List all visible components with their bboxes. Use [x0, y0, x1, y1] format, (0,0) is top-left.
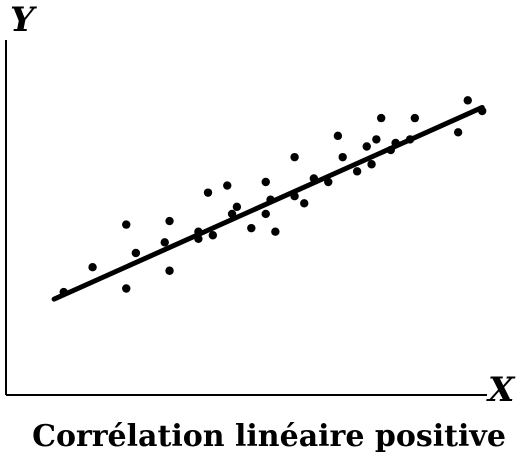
- data-point: [232, 202, 242, 212]
- data-point: [290, 152, 299, 162]
- data-point: [391, 138, 400, 148]
- data-points-layer: [59, 96, 487, 297]
- data-point: [338, 152, 347, 162]
- data-point: [271, 227, 280, 236]
- data-point: [165, 266, 174, 275]
- data-point: [362, 142, 371, 151]
- data-point: [463, 96, 472, 105]
- data-point: [223, 181, 232, 190]
- data-point: [405, 135, 415, 144]
- y-axis-label: Y: [10, 0, 37, 40]
- data-point: [122, 284, 131, 293]
- data-point: [203, 188, 213, 197]
- data-point: [261, 209, 270, 219]
- data-point: [194, 234, 203, 243]
- data-point: [194, 227, 203, 236]
- data-point: [309, 174, 319, 183]
- data-point: [247, 223, 256, 233]
- data-point: [131, 248, 141, 258]
- data-point: [208, 231, 218, 240]
- x-axis-label: X: [486, 370, 516, 410]
- chart-caption: Corrélation linéaire positive: [32, 419, 506, 454]
- data-point: [165, 216, 174, 226]
- data-point: [333, 131, 343, 141]
- plot-area: [5, 40, 487, 396]
- data-point: [453, 128, 463, 137]
- data-point: [227, 209, 237, 219]
- data-point: [88, 263, 97, 272]
- data-point: [410, 113, 420, 123]
- data-point: [261, 177, 270, 187]
- data-point: [376, 113, 386, 123]
- data-point: [372, 135, 381, 144]
- data-point: [324, 177, 333, 187]
- data-point: [290, 192, 299, 201]
- data-point: [386, 145, 395, 155]
- data-point: [352, 167, 362, 176]
- data-point: [367, 160, 376, 169]
- data-point: [266, 195, 275, 204]
- data-point: [122, 220, 131, 229]
- data-point: [477, 106, 487, 116]
- data-point: [160, 238, 169, 247]
- data-point: [59, 287, 68, 297]
- data-point: [300, 199, 309, 208]
- regression-line: [51, 104, 485, 302]
